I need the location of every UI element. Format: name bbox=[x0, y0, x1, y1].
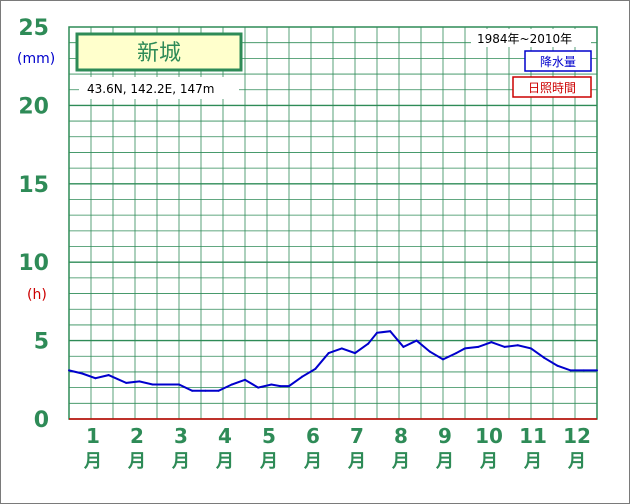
x-tick-month-kanji: 月 bbox=[171, 451, 190, 472]
precip-point bbox=[543, 356, 546, 359]
precip-point bbox=[556, 364, 559, 367]
x-tick-month-number: 6 bbox=[306, 424, 320, 448]
precip-point bbox=[279, 385, 282, 388]
x-tick-month-number: 1 bbox=[86, 424, 100, 448]
precip-point bbox=[230, 383, 233, 386]
y-unit-sun: (h) bbox=[27, 287, 47, 303]
precip-point bbox=[530, 347, 532, 350]
title-box: 新城 bbox=[75, 32, 243, 72]
precip-point bbox=[327, 352, 330, 355]
title-box-bg bbox=[75, 32, 243, 72]
precip-point bbox=[402, 345, 405, 348]
x-tick-month-kanji: 月 bbox=[435, 451, 454, 472]
precip-point bbox=[596, 369, 598, 372]
x-axis-ticks: 1 月 2 月 3 月 4 月 5 月 6 月 7 月 8 月 9 月 10 月 11 月 12 月 bbox=[83, 424, 591, 472]
x-tick-month-kanji: 月 bbox=[127, 451, 146, 472]
x-tick-month-number: 8 bbox=[394, 424, 408, 448]
precip-point bbox=[389, 330, 392, 333]
grid bbox=[69, 27, 597, 419]
precip-point bbox=[582, 369, 585, 372]
legend-precip-box bbox=[524, 50, 592, 72]
x-tick-month-kanji: 月 bbox=[347, 451, 366, 472]
x-tick-month-kanji: 月 bbox=[83, 451, 102, 472]
x-tick-month-number: 12 bbox=[563, 424, 591, 448]
x-tick-month-number: 2 bbox=[130, 424, 144, 448]
x-tick-month-kanji: 月 bbox=[391, 451, 410, 472]
precip-point bbox=[191, 389, 194, 392]
chart-title: 新城 bbox=[137, 41, 181, 66]
x-tick-month-kanji: 月 bbox=[523, 451, 542, 472]
precip-point bbox=[569, 369, 572, 372]
precip-point bbox=[354, 352, 356, 355]
precip-point bbox=[442, 358, 444, 361]
precip-point bbox=[516, 344, 519, 347]
precip-point bbox=[301, 375, 304, 378]
legend-precip: 降水量 bbox=[540, 55, 576, 69]
x-tick-month-number: 11 bbox=[519, 424, 547, 448]
precip-point bbox=[178, 383, 180, 386]
legend-sun: 日照時間 bbox=[528, 81, 576, 95]
period-label: 1984年~2010年 bbox=[477, 32, 572, 46]
y-tick-label: 20 bbox=[18, 94, 49, 119]
x-tick-month-kanji: 月 bbox=[215, 451, 234, 472]
precip-point bbox=[340, 347, 343, 350]
precip-point bbox=[151, 383, 154, 386]
location-bg bbox=[79, 77, 239, 99]
precip-point bbox=[138, 380, 141, 383]
y-tick-label: 25 bbox=[18, 16, 49, 41]
precip-point bbox=[81, 372, 84, 375]
legend: 降水量 日照時間 bbox=[512, 50, 592, 98]
x-tick-month-number: 5 bbox=[262, 424, 276, 448]
precip-point bbox=[257, 386, 260, 389]
x-tick-month-kanji: 月 bbox=[303, 451, 322, 472]
precip-series-points bbox=[68, 330, 598, 392]
y-tick-label: 0 bbox=[34, 408, 49, 433]
precip-point bbox=[94, 377, 97, 380]
precip-point bbox=[288, 385, 290, 388]
precip-point bbox=[270, 383, 273, 386]
x-tick-month-number: 10 bbox=[475, 424, 503, 448]
x-tick-month-kanji: 月 bbox=[479, 451, 498, 472]
x-tick-month-number: 3 bbox=[174, 424, 188, 448]
y-unit-precip: (mm) bbox=[17, 51, 55, 67]
legend-sun-box bbox=[512, 76, 592, 98]
precip-point bbox=[376, 331, 378, 334]
precip-point bbox=[107, 374, 110, 377]
precip-point bbox=[490, 341, 493, 344]
precip-point bbox=[314, 367, 317, 370]
precip-point bbox=[217, 389, 220, 392]
y-tick-label: 5 bbox=[34, 330, 49, 355]
precip-point bbox=[477, 345, 480, 348]
y-tick-label: 10 bbox=[18, 251, 49, 276]
x-tick-month-kanji: 月 bbox=[567, 451, 586, 472]
precip-point bbox=[428, 350, 431, 353]
precip-point bbox=[125, 381, 128, 384]
precip-point bbox=[164, 383, 167, 386]
location-label: 43.6N, 142.2E, 147m bbox=[87, 82, 214, 96]
precip-point bbox=[244, 378, 246, 381]
precip-series-line bbox=[68, 330, 597, 392]
precip-point bbox=[503, 345, 506, 348]
x-tick-month-kanji: 月 bbox=[259, 451, 278, 472]
precip-point bbox=[367, 342, 370, 345]
precip-point bbox=[455, 352, 458, 355]
x-tick-month-number: 4 bbox=[218, 424, 232, 448]
precip-point bbox=[68, 369, 70, 372]
x-tick-month-number: 9 bbox=[438, 424, 452, 448]
precip-point bbox=[464, 347, 466, 350]
period-bg bbox=[471, 29, 591, 47]
axes bbox=[68, 26, 598, 420]
x-tick-month-number: 7 bbox=[350, 424, 364, 448]
y-axis-ticks: 0 5 10 15 20 25 bbox=[18, 16, 49, 433]
precip-point bbox=[415, 339, 418, 342]
precip-point bbox=[204, 389, 207, 392]
y-tick-label: 15 bbox=[18, 173, 49, 198]
